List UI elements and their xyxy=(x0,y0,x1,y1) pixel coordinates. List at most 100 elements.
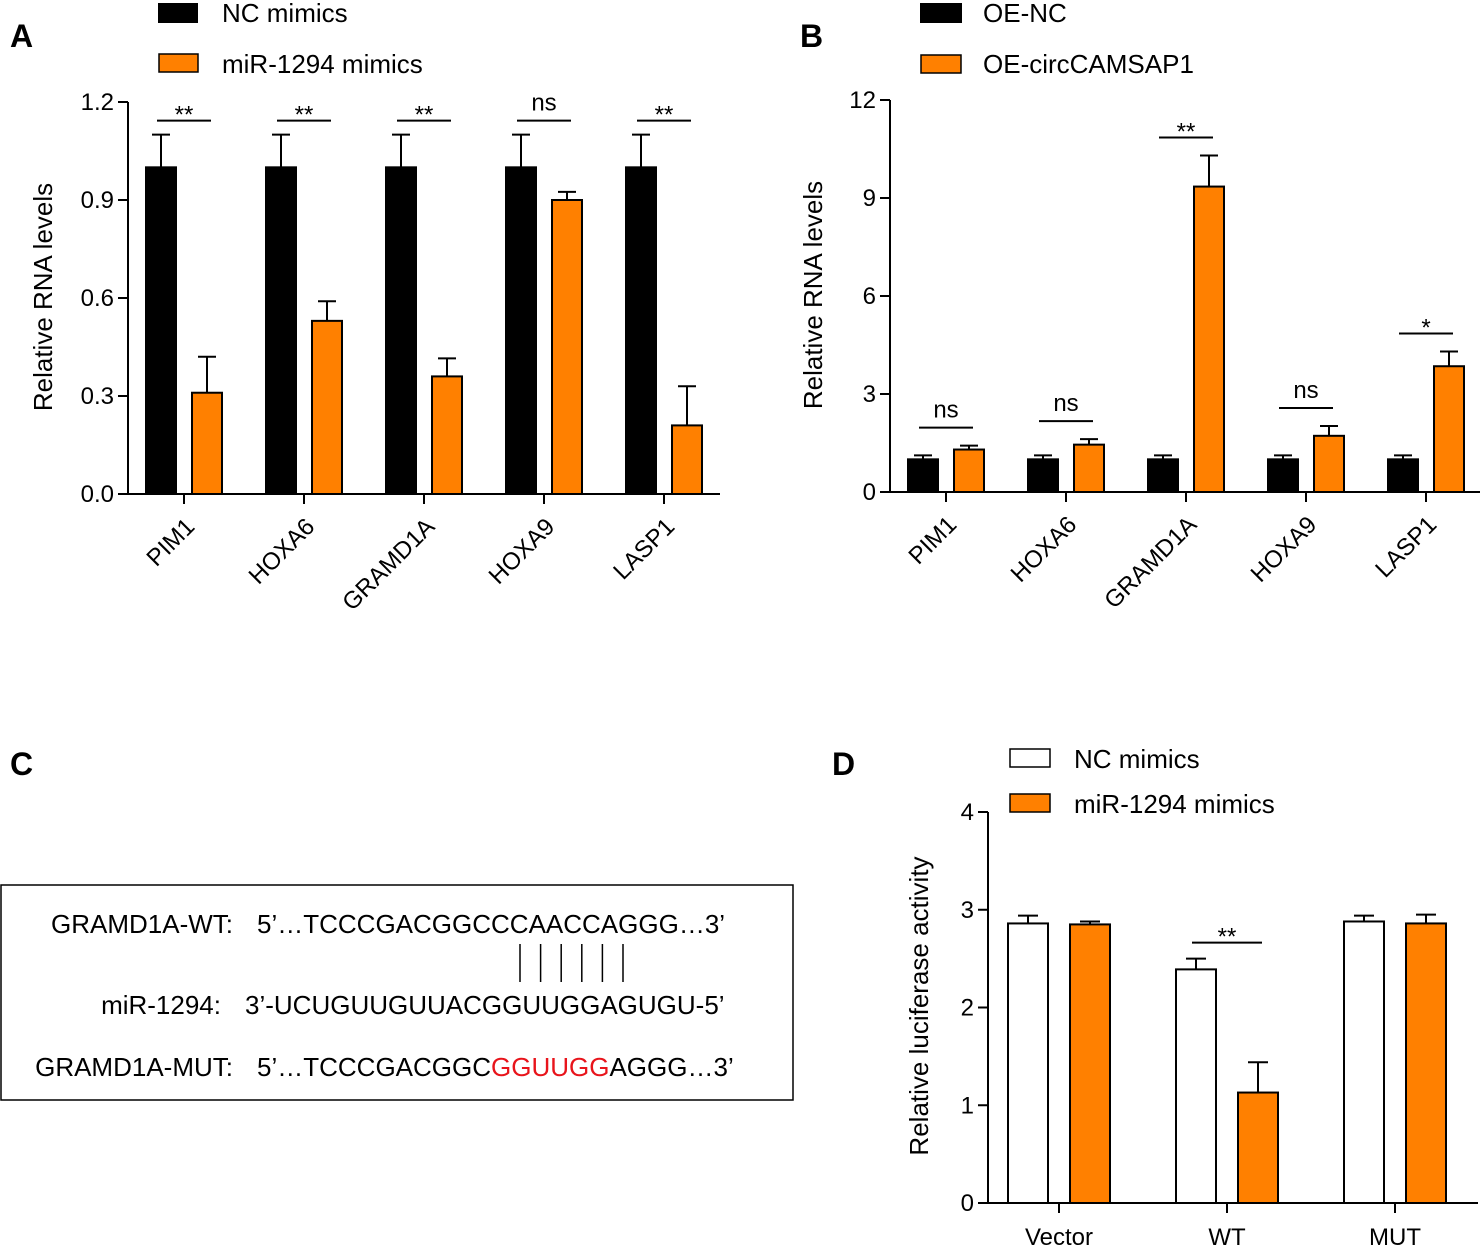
panel-d-legend-label-mimics: miR-1294 mimics xyxy=(1074,789,1275,819)
wt-label: GRAMD1A-WT: xyxy=(51,909,233,939)
d-category-label: MUT xyxy=(1369,1224,1421,1251)
mut-seq-mutated: GGUUGG xyxy=(491,1052,609,1082)
a-significance-label: ** xyxy=(295,102,314,129)
a-category-label: HOXA6 xyxy=(244,513,321,590)
panel-d-ylabel: Relative luciferase activity xyxy=(904,856,934,1155)
d-bar-control xyxy=(1175,968,1217,1204)
b-category-label: HOXA9 xyxy=(1246,511,1323,588)
a-category-label: HOXA9 xyxy=(484,513,561,590)
panel-d-legend-swatch-mimics xyxy=(1009,793,1051,813)
d-bar-control xyxy=(1007,922,1049,1204)
d-bar-treatment xyxy=(1069,923,1111,1204)
a-significance-label: ** xyxy=(175,102,194,129)
b-y-tick-label: 12 xyxy=(849,87,876,114)
a-bar-control xyxy=(625,166,657,495)
a-category-label: PIM1 xyxy=(142,513,201,572)
b-category-label: HOXA6 xyxy=(1006,511,1083,588)
d-bar-treatment xyxy=(1405,922,1447,1204)
b-bar-control xyxy=(1387,458,1419,494)
a-bar-treatment xyxy=(551,199,583,495)
b-y-tick-label: 3 xyxy=(863,381,876,408)
b-bar-control xyxy=(1147,458,1179,494)
sequence-box xyxy=(0,884,794,1101)
b-bar-treatment xyxy=(1433,365,1465,494)
a-category-label: GRAMD1A xyxy=(337,513,440,616)
panel-b-plot: 0 3 6 9 12 PIM1 ns HOXA6 ns GRAMD1A ** HOXA9 ns LASP1… xyxy=(849,87,1480,614)
panel-b-legend-swatch-oe xyxy=(920,54,962,74)
panel-b-legend-label-oe: OE-circCAMSAP1 xyxy=(983,49,1194,79)
mirna-label: miR-1294: xyxy=(101,990,221,1020)
a-bar-control xyxy=(145,166,177,495)
b-bar-control xyxy=(1267,458,1299,494)
panel-a-legend-swatch-mimics xyxy=(158,53,199,73)
panel-b-legend-swatch-nc xyxy=(920,3,962,23)
a-y-tick-label: 0.6 xyxy=(81,285,114,312)
panel-b-ylabel: Relative RNA levels xyxy=(798,181,828,409)
b-bar-control xyxy=(1027,458,1059,494)
mut-seq-prefix: 5’…TCCCGACGGC xyxy=(257,1052,491,1082)
panel-d-legend-label-nc: NC mimics xyxy=(1074,744,1200,774)
panel-b: B OE-NC OE-circCAMSAP1 Relative RNA leve… xyxy=(798,0,1480,614)
b-significance-label: ns xyxy=(1053,390,1078,417)
b-category-label: GRAMD1A xyxy=(1099,511,1202,614)
b-y-tick-label: 9 xyxy=(863,185,876,212)
panel-d-legend-swatch-nc xyxy=(1009,748,1051,768)
panel-d-plot: 0 1 2 3 4 Vector WT ** MUT xyxy=(961,799,1478,1251)
mut-seq-suffix: AGGG…3’ xyxy=(609,1052,733,1082)
a-y-tick-label: 1.2 xyxy=(81,89,114,116)
a-y-tick-label: 0.3 xyxy=(81,383,114,410)
b-bar-treatment xyxy=(1313,434,1345,493)
panel-a-ylabel: Relative RNA levels xyxy=(28,183,58,411)
panel-d: D NC mimics miR-1294 mimics Relative luc… xyxy=(832,744,1478,1251)
a-bar-control xyxy=(505,166,537,495)
a-significance-label: ns xyxy=(531,90,556,117)
panel-b-letter: B xyxy=(800,18,823,54)
d-y-tick-label: 4 xyxy=(961,799,974,826)
a-category-label: LASP1 xyxy=(608,513,680,585)
b-significance-label: ns xyxy=(933,397,958,424)
a-bar-treatment xyxy=(671,424,703,495)
b-bar-control xyxy=(907,458,939,494)
a-significance-label: ** xyxy=(655,102,674,129)
mut-label: GRAMD1A-MUT: xyxy=(35,1052,233,1082)
a-bar-control xyxy=(385,166,417,495)
a-bar-treatment xyxy=(311,319,343,495)
a-y-tick-label: 0.0 xyxy=(81,481,114,508)
b-significance-label: ** xyxy=(1177,119,1196,146)
b-category-label: PIM1 xyxy=(904,511,963,570)
d-y-tick-label: 2 xyxy=(961,995,974,1022)
d-significance-label: ** xyxy=(1218,924,1237,951)
a-y-tick-label: 0.9 xyxy=(81,187,114,214)
panel-c: C GRAMD1A-WT: 5’…TCCCGACGGCCCAACCAGGG…3’… xyxy=(0,746,794,1101)
b-category-label: LASP1 xyxy=(1370,511,1442,583)
panel-a-legend-label-nc: NC mimics xyxy=(222,0,348,28)
b-significance-label: ns xyxy=(1293,377,1318,404)
d-y-tick-label: 0 xyxy=(961,1190,974,1217)
a-bar-treatment xyxy=(191,391,223,496)
panel-c-letter: C xyxy=(10,746,33,782)
b-significance-label: * xyxy=(1421,315,1430,342)
panel-a-legend-label-mimics: miR-1294 mimics xyxy=(222,49,423,79)
mirna-sequence: 3’-UCUGUUGUUACGGUUGGAGUGU-5’ xyxy=(245,990,725,1020)
mut-sequence: 5’…TCCCGACGGCGGUUGGAGGG…3’ xyxy=(257,1052,734,1082)
b-y-tick-label: 6 xyxy=(863,283,876,310)
d-bar-treatment xyxy=(1237,1091,1279,1204)
pairing-lines xyxy=(519,944,624,982)
b-y-tick-label: 0 xyxy=(863,479,876,506)
b-bar-treatment xyxy=(1073,443,1105,493)
d-y-tick-label: 3 xyxy=(961,897,974,924)
panel-a-legend-swatch-nc xyxy=(158,3,198,23)
d-bar-control xyxy=(1343,920,1385,1204)
panel-a-plot: 0.0 0.3 0.6 0.9 1.2 PIM1 ** HOXA6 ** GRAMD1A ** HOX… xyxy=(81,89,720,616)
b-bar-treatment xyxy=(953,448,985,493)
panel-a-letter: A xyxy=(10,18,33,54)
a-bar-control xyxy=(265,166,297,495)
b-bar-treatment xyxy=(1193,185,1225,493)
a-significance-label: ** xyxy=(415,102,434,129)
a-bar-treatment xyxy=(431,375,463,495)
wt-sequence: 5’…TCCCGACGGCCCAACCAGGG…3’ xyxy=(257,909,725,939)
panel-a: A NC mimics miR-1294 mimics Relative RNA… xyxy=(10,0,720,616)
d-category-label: Vector xyxy=(1025,1224,1093,1251)
d-y-tick-label: 1 xyxy=(961,1092,974,1119)
